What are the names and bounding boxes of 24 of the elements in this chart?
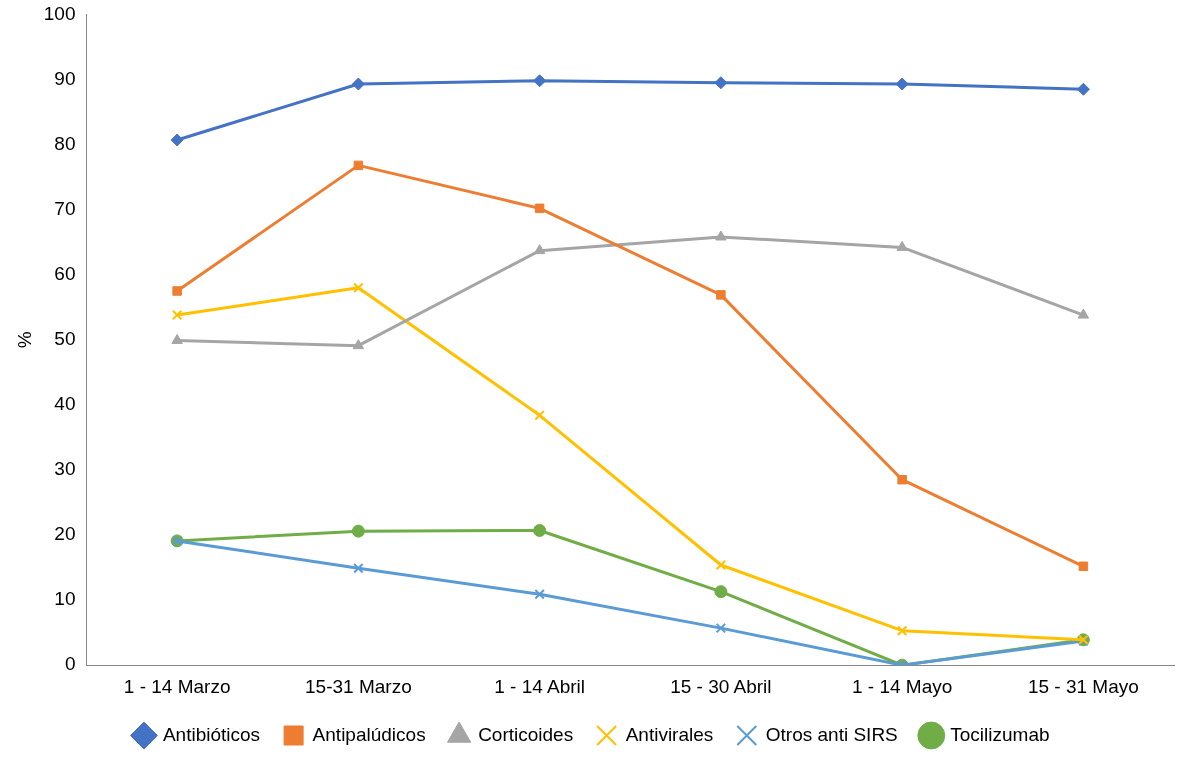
x-tick-label: 1 - 14 Mayo bbox=[851, 675, 953, 697]
y-axis-title: % bbox=[13, 331, 35, 349]
legend-label: Antipalúdicos bbox=[312, 723, 426, 745]
x-tick-label: 1 - 14 Abril bbox=[494, 675, 586, 697]
legend-label: Antivirales bbox=[625, 723, 714, 745]
x-tick-label: 15 - 30 Abril bbox=[670, 675, 772, 697]
legend-label: Otros anti SIRS bbox=[765, 723, 898, 745]
y-tick-label: 10 bbox=[54, 588, 76, 610]
y-tick-label: 30 bbox=[54, 458, 76, 480]
y-tick-label: 80 bbox=[54, 132, 76, 154]
y-tick-label: 60 bbox=[54, 262, 76, 284]
y-tick-label: 100 bbox=[43, 2, 76, 24]
x-tick-label: 1 - 14 Marzo bbox=[123, 675, 231, 697]
x-tick-label: 15 - 31 Mayo bbox=[1027, 675, 1139, 697]
legend-label: Corticoides bbox=[478, 723, 574, 745]
y-tick-label: 50 bbox=[54, 328, 76, 350]
y-tick-label: 0 bbox=[64, 653, 76, 675]
y-tick-label: 20 bbox=[54, 523, 76, 545]
y-tick-label: 70 bbox=[54, 197, 76, 219]
y-tick-label: 90 bbox=[54, 67, 76, 89]
legend-label: Antibióticos bbox=[162, 723, 261, 745]
y-tick-label: 40 bbox=[54, 393, 76, 415]
legend-label: Tocilizumab bbox=[950, 723, 1050, 745]
x-tick-label: 15-31 Marzo bbox=[305, 675, 412, 697]
